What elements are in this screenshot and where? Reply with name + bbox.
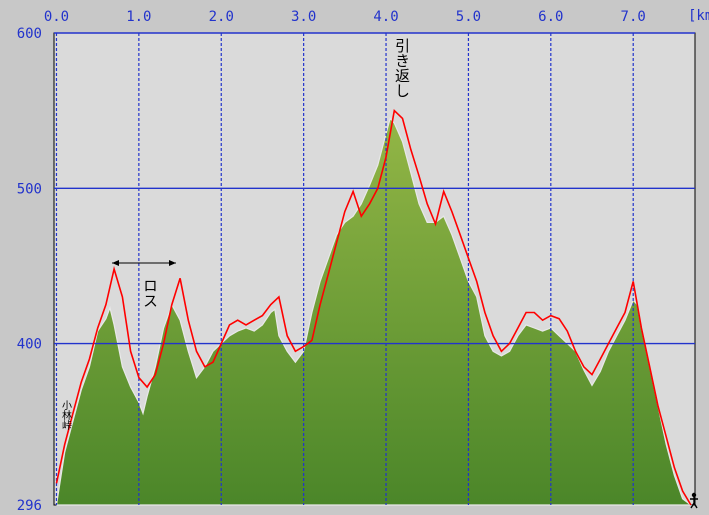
terrain-area [55, 117, 693, 506]
x-tick-labels: 0.0 1.0 2.0 3.0 4.0 5.0 6.0 7.0 [44, 9, 646, 25]
start-label: 小林峠 [60, 400, 72, 431]
x-tick-label: 6.0 [538, 9, 563, 25]
hiker-icon [690, 492, 698, 509]
x-tick-label: 3.0 [291, 9, 316, 25]
loss-arrow-right-head [169, 260, 176, 266]
y-tick-label: 400 [17, 337, 42, 353]
loss-annotation: ロス [112, 260, 176, 308]
loss-label: ロス [141, 278, 159, 308]
hiker-head [691, 492, 697, 498]
x-tick-label: 0.0 [44, 9, 69, 25]
y-tick-label: 296 [17, 498, 42, 514]
x-tick-label: 5.0 [456, 9, 481, 25]
y-tick-label: 600 [17, 26, 42, 42]
grid-lines [54, 32, 695, 505]
loss-arrow-left-head [112, 260, 119, 266]
x-tick-label: 4.0 [373, 9, 398, 25]
hiker-body [690, 497, 698, 509]
turnaround-label: 引き返し [393, 38, 411, 98]
route-line [55, 108, 692, 506]
y-tick-labels: 600 500 400 296 [17, 26, 42, 514]
y-tick-label: 500 [17, 181, 42, 197]
x-unit-label: [km [688, 8, 709, 24]
x-tick-label: 2.0 [209, 9, 234, 25]
start-annotation: 小林峠 [60, 400, 72, 431]
x-tick-label: 1.0 [126, 9, 151, 25]
x-tick-label: 7.0 [621, 9, 646, 25]
